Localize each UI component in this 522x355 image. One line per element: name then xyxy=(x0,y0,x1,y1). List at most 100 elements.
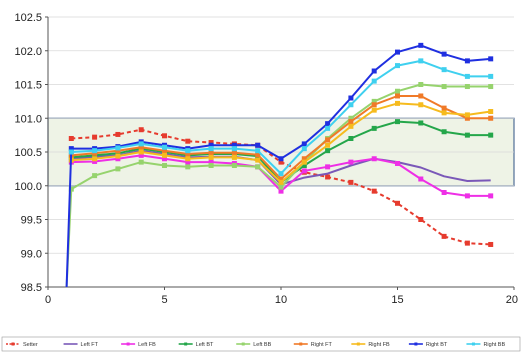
legend-marker xyxy=(11,342,15,346)
data-point xyxy=(371,98,377,104)
data-point xyxy=(231,146,237,152)
data-point xyxy=(115,148,121,154)
data-point xyxy=(162,152,167,158)
data-point xyxy=(115,131,121,137)
data-point xyxy=(325,137,331,143)
data-point xyxy=(162,144,167,150)
data-point xyxy=(185,151,191,157)
legend-marker xyxy=(299,342,303,346)
data-point xyxy=(231,150,237,156)
data-point xyxy=(301,159,307,165)
data-point xyxy=(395,93,400,99)
data-point xyxy=(348,95,354,101)
legend-label: Setter xyxy=(23,342,38,348)
legend-label: Left FT xyxy=(81,342,99,348)
x-tick-label: 20 xyxy=(506,294,518,306)
y-tick-label: 98.5 xyxy=(21,282,42,294)
data-point xyxy=(162,133,167,139)
data-point xyxy=(115,156,121,162)
data-point xyxy=(115,145,121,151)
data-point xyxy=(115,153,121,159)
data-point xyxy=(138,149,144,155)
legend-box xyxy=(1,336,521,352)
data-point xyxy=(68,186,74,192)
data-point xyxy=(488,56,494,62)
data-point xyxy=(138,152,144,158)
data-point xyxy=(464,58,470,64)
data-point xyxy=(441,233,447,239)
data-point xyxy=(348,119,354,125)
x-tick-label: 10 xyxy=(275,294,287,306)
data-point xyxy=(441,51,447,57)
data-point xyxy=(325,164,331,170)
data-point xyxy=(301,146,307,152)
data-point xyxy=(138,144,144,150)
data-point xyxy=(255,148,261,154)
data-point xyxy=(418,120,424,126)
data-point xyxy=(441,129,447,135)
data-point xyxy=(208,142,214,148)
legend-label: Left BB xyxy=(253,342,271,348)
legend-marker xyxy=(414,342,418,346)
legend-marker xyxy=(356,342,360,346)
data-point xyxy=(348,102,354,108)
x-tick-label: 15 xyxy=(391,294,403,306)
data-point xyxy=(68,146,74,152)
data-point xyxy=(464,73,470,79)
data-point xyxy=(418,82,424,87)
data-point xyxy=(208,159,214,165)
series-right-fb xyxy=(68,100,494,185)
data-point xyxy=(278,184,284,190)
data-point xyxy=(418,42,424,48)
data-point xyxy=(185,148,191,154)
data-point xyxy=(185,138,191,144)
data-point xyxy=(441,67,447,73)
data-point xyxy=(464,240,470,246)
data-point xyxy=(162,148,167,154)
data-point xyxy=(138,159,144,165)
data-point xyxy=(371,156,377,162)
data-point xyxy=(325,148,331,154)
data-point xyxy=(208,154,214,160)
x-tick-label: 5 xyxy=(161,294,167,306)
data-point xyxy=(371,107,377,113)
data-point xyxy=(278,159,284,165)
legend-label: Right BT xyxy=(426,342,448,348)
data-point xyxy=(208,140,214,146)
data-point xyxy=(418,176,424,182)
data-point xyxy=(301,141,307,147)
data-point xyxy=(488,193,494,199)
data-point xyxy=(348,136,354,141)
data-point xyxy=(301,168,307,174)
data-point xyxy=(395,88,400,94)
data-point xyxy=(464,115,470,121)
data-point xyxy=(371,188,377,194)
data-point xyxy=(464,84,470,90)
data-point xyxy=(488,241,494,247)
data-point xyxy=(325,121,331,127)
data-point xyxy=(185,156,191,162)
data-point xyxy=(68,136,74,141)
data-point xyxy=(255,152,261,158)
legend-marker xyxy=(184,342,188,346)
legend-label: Right FT xyxy=(311,342,333,348)
y-tick-label: 102.0 xyxy=(14,46,42,58)
data-point xyxy=(464,112,470,118)
series-right-bb xyxy=(68,58,494,177)
data-point xyxy=(278,156,284,162)
data-point xyxy=(488,115,494,121)
data-point xyxy=(441,84,447,90)
data-point xyxy=(418,102,424,108)
y-tick-label: 101.0 xyxy=(14,113,42,125)
data-point xyxy=(325,125,331,131)
y-tick-label: 99.5 xyxy=(21,215,42,227)
series-line xyxy=(65,44,491,288)
data-point xyxy=(418,217,424,222)
y-tick-label: 100.0 xyxy=(14,181,42,193)
series-layer xyxy=(65,42,494,288)
data-point xyxy=(488,73,494,79)
data-point xyxy=(441,190,447,195)
series-line xyxy=(65,83,491,288)
data-point xyxy=(325,142,331,148)
data-point xyxy=(255,142,261,148)
